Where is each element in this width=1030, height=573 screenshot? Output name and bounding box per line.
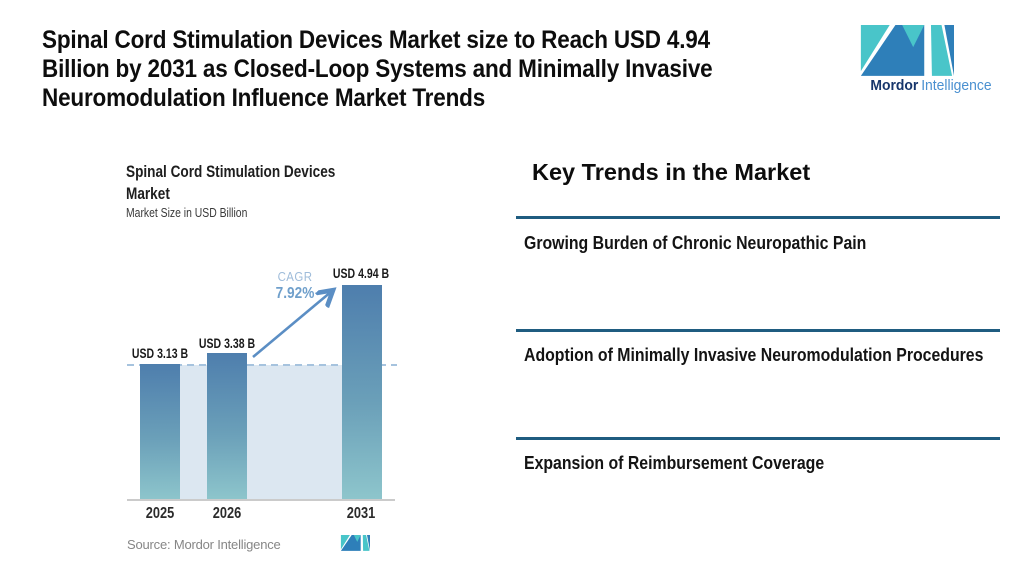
trend-divider bbox=[516, 437, 1000, 440]
page-title-line: Billion by 2031 as Closed-Loop Systems a… bbox=[42, 55, 713, 83]
trend-item: Growing Burden of Chronic Neuropathic Pa… bbox=[524, 233, 867, 253]
page-title-line: Neuromodulation Influence Market Trends bbox=[42, 84, 486, 112]
bar-2026 bbox=[207, 353, 247, 501]
trends-heading: Key Trends in the Market bbox=[532, 159, 811, 185]
trend-divider bbox=[516, 329, 1000, 332]
chart-title: Spinal Cord Stimulation Devices Market bbox=[126, 162, 336, 203]
mordor-logo-icon bbox=[860, 25, 954, 76]
reference-dashed-line bbox=[127, 364, 397, 366]
reference-shaded-area bbox=[140, 365, 380, 501]
bar-value-label: USD 3.38 B bbox=[198, 336, 256, 351]
mordor-logo-mini-icon bbox=[340, 535, 370, 551]
source-note: Source: Mordor Intelligence bbox=[127, 537, 281, 552]
bar-2031 bbox=[342, 285, 382, 501]
x-tick-label: 2025 bbox=[145, 505, 175, 522]
x-tick-label: 2026 bbox=[212, 505, 242, 522]
brand-name-bold: Mordor bbox=[870, 78, 919, 94]
mordor-intelligence-logo: Mordor Intelligence bbox=[856, 22, 1006, 94]
page-title-line: Spinal Cord Stimulation Devices Market s… bbox=[42, 26, 710, 54]
chart-subtitle: Market Size in USD Billion bbox=[126, 205, 248, 220]
trend-item: Adoption of Minimally Invasive Neuromodu… bbox=[524, 345, 984, 365]
brand-name: Mordor Intelligence bbox=[859, 78, 1003, 94]
page-title: Spinal Cord Stimulation Devices Market s… bbox=[42, 26, 816, 113]
trend-divider bbox=[516, 216, 1000, 219]
trend-item: Expansion of Reimbursement Coverage bbox=[524, 453, 825, 473]
cagr-annotation: CAGR 7.92% bbox=[260, 269, 330, 303]
x-axis-line bbox=[127, 499, 395, 501]
cagr-label: CAGR bbox=[277, 269, 313, 284]
x-tick-label: 2031 bbox=[346, 505, 376, 522]
cagr-value: 7.92% bbox=[275, 285, 315, 302]
growth-arrow-icon bbox=[252, 281, 344, 358]
bar-value-label: USD 3.13 B bbox=[131, 346, 189, 361]
bar-2025 bbox=[140, 364, 180, 501]
bar-value-label: USD 4.94 B bbox=[332, 266, 390, 281]
brand-name-light: Intelligence bbox=[921, 78, 992, 94]
